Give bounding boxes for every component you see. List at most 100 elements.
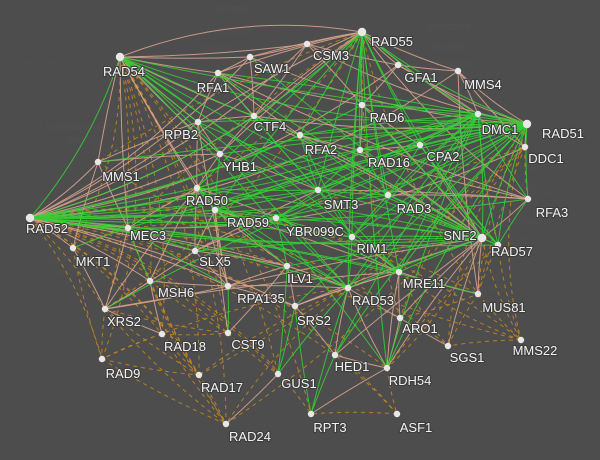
network-node[interactable]: [224, 282, 232, 290]
network-node[interactable]: [191, 247, 199, 255]
network-node[interactable]: [296, 131, 304, 139]
network-node[interactable]: [69, 244, 77, 252]
network-edge: [29, 207, 522, 341]
network-edge: [29, 217, 74, 249]
network-edge: [29, 153, 221, 219]
network-node[interactable]: [331, 351, 339, 359]
network-edge: [387, 113, 479, 196]
network-node[interactable]: [216, 150, 224, 158]
network-edge: [198, 374, 227, 425]
network-node[interactable]: [394, 61, 402, 69]
network-edge: [397, 64, 459, 72]
network-edge: [29, 217, 151, 282]
network-edge: [306, 43, 399, 66]
network-node[interactable]: [444, 342, 452, 350]
network-edge: [29, 217, 499, 247]
network-node[interactable]: [283, 262, 291, 270]
network-edge: [477, 123, 528, 295]
network-node[interactable]: [356, 146, 364, 154]
network-node[interactable]: [224, 329, 232, 337]
background-watermark: genetic: [506, 215, 542, 227]
network-node[interactable]: [274, 370, 282, 378]
node-label: MSH6: [158, 285, 194, 300]
network-edge: [294, 305, 336, 356]
network-node[interactable]: [477, 233, 487, 243]
network-node[interactable]: [115, 52, 125, 62]
network-node[interactable]: [314, 186, 322, 194]
network-edge: [351, 113, 479, 238]
network-node[interactable]: [357, 27, 367, 37]
node-label: SAW1: [254, 61, 290, 76]
network-node[interactable]: [396, 314, 404, 322]
network-edge: [72, 227, 129, 249]
network-edge: [149, 280, 229, 287]
network-node[interactable]: [158, 330, 166, 338]
network-node[interactable]: [524, 195, 532, 203]
node-label: RFA3: [536, 205, 569, 220]
network-node[interactable]: [384, 191, 392, 199]
network-node[interactable]: [517, 336, 525, 344]
network-node[interactable]: [222, 420, 230, 428]
network-edge: [101, 56, 137, 360]
network-edge: [104, 308, 229, 334]
network-node[interactable]: [454, 67, 462, 75]
background-watermark: physical: [92, 143, 132, 155]
network-edge: [227, 285, 349, 289]
network-node[interactable]: [195, 371, 203, 379]
network-node[interactable]: [494, 241, 502, 249]
network-node[interactable]: [474, 290, 482, 298]
network-node[interactable]: [522, 119, 532, 129]
network-node[interactable]: [214, 69, 222, 77]
network-edge: [194, 187, 198, 252]
network-edge: [119, 56, 312, 415]
network-node[interactable]: [94, 158, 102, 166]
network-node[interactable]: [474, 110, 482, 118]
network-node[interactable]: [303, 40, 311, 48]
network-node[interactable]: [194, 118, 202, 126]
network-edge: [197, 115, 255, 123]
network-edge: [29, 187, 198, 219]
network-node[interactable]: [383, 364, 391, 372]
network-edge: [217, 72, 528, 125]
network-edge: [29, 217, 106, 310]
network-node[interactable]: [395, 268, 403, 276]
network-edge: [347, 287, 388, 369]
network-edge: [119, 56, 227, 425]
network-node[interactable]: [393, 410, 401, 418]
network-node[interactable]: [146, 277, 154, 285]
network-node[interactable]: [416, 141, 424, 149]
network-node[interactable]: [246, 53, 254, 61]
network-node[interactable]: [307, 410, 315, 418]
network-edge: [104, 308, 163, 335]
network-edge: [127, 146, 526, 229]
network-node[interactable]: [521, 143, 529, 151]
network-edge: [127, 31, 363, 229]
network-edge: [497, 123, 528, 246]
network-edge: [361, 104, 421, 146]
network-edge: [194, 250, 229, 287]
network-edge: [386, 367, 398, 415]
network-node[interactable]: [25, 213, 35, 223]
network-edge: [225, 373, 279, 425]
network-node[interactable]: [358, 101, 366, 109]
network-edge: [196, 187, 483, 239]
network-node[interactable]: [348, 233, 356, 241]
network-edge: [398, 271, 449, 347]
network-node[interactable]: [124, 224, 132, 232]
background-watermark: yeastNet: [18, 57, 61, 69]
network-edge: [299, 134, 353, 238]
network-node[interactable]: [344, 284, 352, 292]
network-node[interactable]: [272, 214, 280, 222]
network-node[interactable]: [98, 355, 106, 363]
network-node[interactable]: [250, 112, 258, 120]
node-layer[interactable]: [25, 27, 532, 428]
network-edge: [310, 287, 349, 415]
network-node[interactable]: [291, 302, 299, 310]
network-edge: [196, 187, 319, 191]
network-edge: [334, 354, 398, 415]
network-node[interactable]: [211, 206, 219, 214]
network-node[interactable]: [101, 305, 109, 313]
network-node[interactable]: [193, 184, 201, 192]
